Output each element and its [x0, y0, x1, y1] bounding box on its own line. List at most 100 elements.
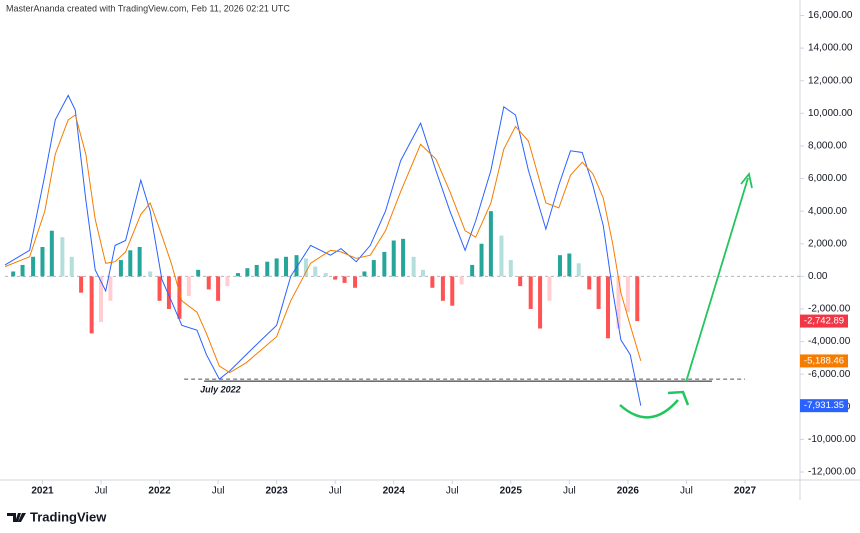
histogram-bar — [488, 211, 493, 277]
histogram-bar — [216, 276, 221, 301]
histogram-bar — [79, 276, 84, 293]
histogram-bar — [31, 256, 36, 277]
up-arrow — [685, 177, 749, 383]
histogram-bar — [635, 276, 640, 322]
y-tick-label: -4,000.00 — [808, 336, 851, 347]
histogram-bar — [362, 271, 367, 277]
histogram-bar — [118, 260, 123, 277]
histogram-bar — [518, 276, 523, 287]
histogram-bar — [371, 260, 376, 277]
histogram-bar — [137, 247, 142, 277]
x-tick-label: Jul — [95, 486, 108, 497]
histogram-bar — [225, 276, 230, 287]
histogram-bar — [547, 276, 552, 301]
histogram-bar — [625, 276, 630, 313]
x-tick-label: Jul — [329, 486, 342, 497]
histogram-bar — [430, 276, 435, 288]
y-tick-label: 8,000.00 — [808, 141, 847, 152]
y-tick-label: -12,000.00 — [808, 467, 856, 478]
x-tick-label: 2026 — [617, 486, 640, 497]
y-tick-label: 4,000.00 — [808, 206, 847, 217]
histogram-bar — [99, 276, 104, 323]
plot: July 2022 — [4, 94, 800, 406]
histogram-bar — [459, 276, 464, 285]
y-tick-label: 6,000.00 — [808, 173, 847, 184]
histogram-bar — [557, 255, 562, 277]
histogram-bar — [303, 258, 308, 277]
line-series — [4, 94, 642, 406]
histogram-bar — [40, 247, 45, 277]
brand: TradingView — [30, 509, 107, 524]
histogram-bar — [69, 256, 74, 277]
histogram-bar — [20, 264, 25, 277]
histogram-bar — [265, 261, 270, 277]
histogram-bar — [148, 271, 153, 277]
x-tick-label: 2027 — [734, 486, 757, 497]
histogram-bar — [157, 276, 162, 301]
logo: TradingView — [7, 509, 107, 524]
histogram-bar — [528, 276, 533, 309]
x-tick-label: 2021 — [31, 486, 54, 497]
histogram-bar — [313, 266, 318, 277]
y-tick-label: -2,000.00 — [808, 304, 851, 315]
histogram-bar — [323, 273, 328, 277]
histogram-bar — [294, 255, 299, 277]
histogram-bar — [186, 276, 191, 296]
histogram-bar — [576, 263, 581, 277]
last-value-tag — [800, 399, 848, 413]
up-arrow-head — [740, 171, 753, 189]
histogram-bar — [616, 276, 621, 329]
histogram-bar — [254, 264, 259, 277]
histogram-bar — [508, 260, 513, 277]
histogram-bar — [235, 273, 240, 277]
histogram-bar — [333, 276, 338, 280]
histogram-bar — [342, 276, 347, 283]
histogram-bar — [470, 264, 475, 277]
header: MasterAnanda created with TradingView.co… — [6, 3, 290, 13]
histogram-bar — [567, 253, 572, 277]
histogram-bar — [499, 235, 504, 277]
last-value-tag — [800, 354, 848, 368]
y-tick-label: 14,000.00 — [808, 43, 853, 54]
histogram-bar — [382, 251, 387, 277]
histogram-bar — [401, 238, 406, 277]
y-tick-label: 12,000.00 — [808, 75, 853, 86]
histogram-bar — [60, 237, 65, 277]
x-tick-label: Jul — [563, 486, 576, 497]
y-tick-label: -10,000.00 — [808, 434, 856, 445]
histogram-bar — [128, 250, 133, 277]
y-tick-label: 0.00 — [808, 271, 828, 282]
histogram-bar — [196, 269, 201, 277]
histogram-bar — [450, 276, 455, 306]
x-tick-label: Jul — [212, 486, 225, 497]
x-tick-label: 2023 — [266, 486, 289, 497]
histogram-bar — [587, 276, 592, 290]
histogram-bar — [479, 243, 484, 277]
histogram-bar — [605, 276, 610, 339]
x-tick-label: Jul — [680, 486, 693, 497]
y-tick-label: -6,000.00 — [808, 369, 851, 380]
x-tick-label: 2025 — [500, 486, 523, 497]
histogram-bar — [596, 276, 601, 309]
histogram-bar — [440, 276, 445, 301]
histogram-bar — [353, 276, 358, 288]
histogram-bar — [245, 268, 250, 277]
curve-arrow-head — [667, 390, 690, 406]
last-value-label: -5,188.46 — [804, 355, 844, 366]
histogram-bar — [420, 269, 425, 277]
histogram-bar — [177, 276, 182, 319]
histogram-bar — [538, 276, 543, 329]
y-tick-label: 2,000.00 — [808, 238, 847, 249]
curve-arrow — [619, 399, 679, 419]
support-label: July 2022 — [200, 384, 241, 394]
line-series — [4, 114, 642, 374]
histogram-bar — [206, 276, 211, 290]
x-tick-label: Jul — [446, 486, 459, 497]
y-tick-label: 10,000.00 — [808, 108, 853, 119]
last-value-label: -7,931.35 — [804, 400, 844, 411]
histogram-bar — [89, 276, 94, 334]
histogram-bar — [274, 258, 279, 277]
y-tick-label: 16,000.00 — [808, 10, 853, 21]
histogram-bar — [284, 256, 289, 277]
